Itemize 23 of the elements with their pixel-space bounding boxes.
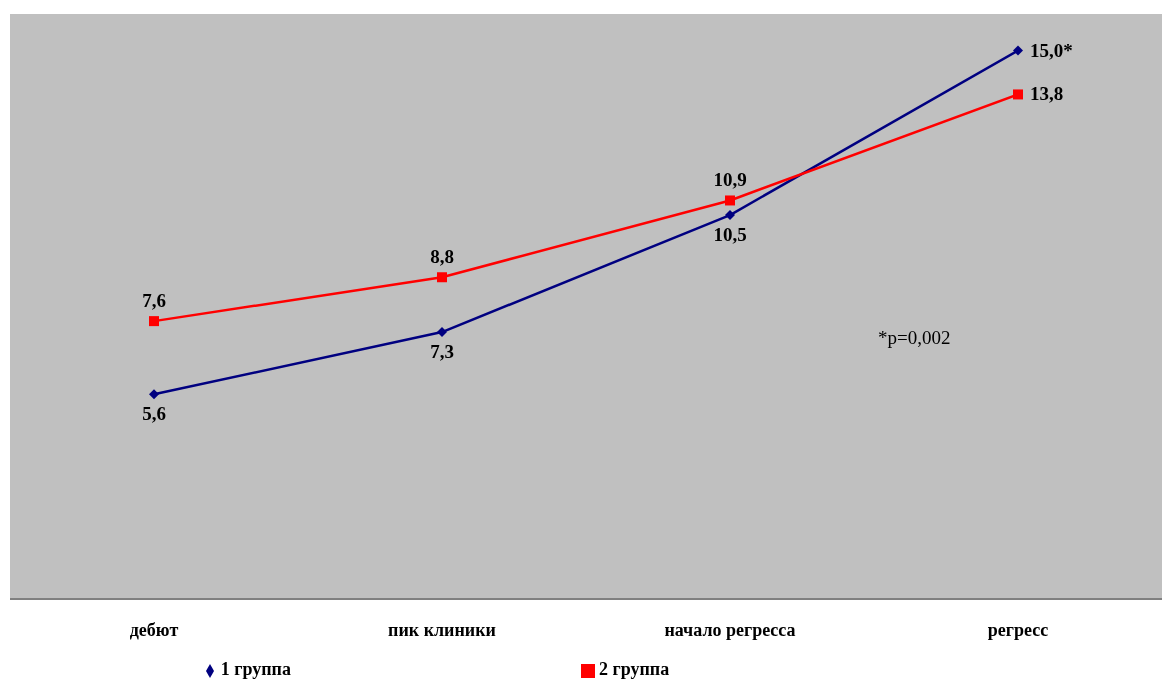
data-label: 7,3 <box>430 341 454 363</box>
x-tick-label: начало регресса <box>664 619 796 640</box>
point <box>725 210 735 221</box>
x-tick-label: регресс <box>987 619 1049 640</box>
point <box>437 272 447 283</box>
annotation: *p=0,002 <box>878 327 951 348</box>
data-label: 5,6 <box>142 403 166 425</box>
data-label: 10,5 <box>713 224 747 246</box>
data-label: 13,8 <box>1030 83 1064 105</box>
point <box>149 316 159 327</box>
point <box>1013 89 1023 100</box>
point <box>1013 45 1023 56</box>
point <box>725 195 735 206</box>
legend-label: 2 группа <box>599 659 670 679</box>
point <box>149 389 159 400</box>
data-label: 10,9 <box>713 169 747 191</box>
x-tick-label: дебют <box>129 619 179 640</box>
x-tick-label: пик клиники <box>388 619 496 640</box>
data-label: 15,0* <box>1030 39 1073 61</box>
point <box>437 327 447 338</box>
legend-label: 1 группа <box>220 659 291 679</box>
data-label: 7,6 <box>142 290 166 312</box>
data-label: 8,8 <box>430 246 454 268</box>
